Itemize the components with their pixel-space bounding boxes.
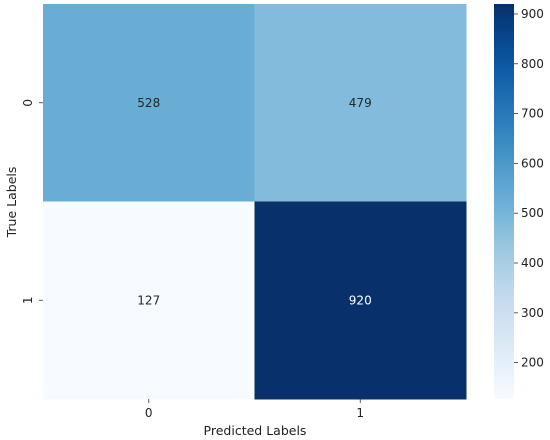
cell-value-label: 127 [137, 293, 160, 307]
colorbar-tick-label: 700 [521, 107, 544, 121]
heatmap-cell [43, 201, 255, 400]
heatmap-cell [254, 4, 467, 202]
colorbar-tick-label: 300 [521, 306, 544, 320]
y-tick-label: 0 [21, 99, 35, 107]
y-axis-label: True Labels [4, 167, 19, 239]
colorbar-tick-label: 900 [521, 7, 544, 21]
colorbar-tick-label: 800 [521, 57, 544, 71]
cell-value-label: 479 [349, 96, 372, 110]
heatmap-cell [254, 201, 467, 400]
x-tick-label: 0 [145, 406, 153, 420]
colorbar-tick-label: 200 [521, 356, 544, 370]
cell-value-label: 920 [349, 293, 372, 307]
cell-value-label: 528 [137, 96, 160, 110]
heatmap-cell-labels: 528 479 127 920 [137, 96, 371, 308]
colorbar-gradient [494, 4, 514, 399]
colorbar-tick-label: 400 [521, 256, 544, 270]
colorbar-tick-label: 600 [521, 156, 544, 170]
x-axis-label: Predicted Labels [204, 423, 307, 438]
colorbar-tick-label: 500 [521, 206, 544, 220]
y-axis: 01 [21, 99, 43, 304]
heatmap-cell [43, 4, 255, 202]
colorbar: 200 300 400 500 600 700 800 900 [494, 4, 544, 399]
x-tick-label: 1 [356, 406, 364, 420]
y-tick-label: 1 [21, 296, 35, 304]
heatmap-cells [43, 4, 467, 400]
